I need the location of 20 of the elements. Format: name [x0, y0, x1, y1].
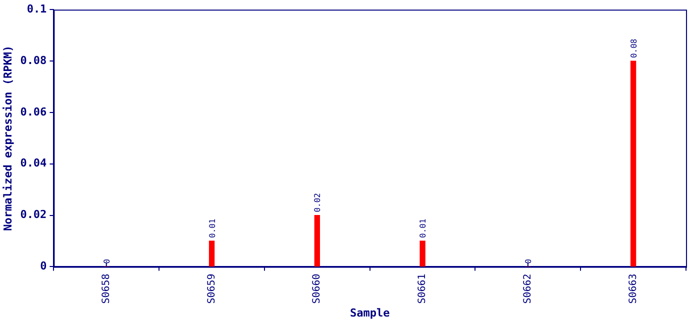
x-tick-label: S0660	[312, 274, 323, 304]
y-tick-label: 0.1	[26, 2, 48, 16]
y-axis-title: Normalized expression (RPKM)	[1, 45, 14, 231]
x-tick-label: S0663	[628, 274, 639, 304]
y-tick-label: 0.02	[20, 208, 47, 222]
y-tick-label: 0.08	[20, 54, 47, 67]
x-axis-title: Sample	[350, 306, 390, 320]
data-label: 0.02	[313, 192, 322, 212]
data-label: 0	[102, 258, 112, 264]
x-tick-label: S0662	[522, 274, 534, 304]
data-label: 0	[524, 258, 533, 264]
x-tick-label: S0659	[206, 274, 218, 304]
y-tick-label: 0	[40, 260, 47, 273]
x-tick-label: S0661	[417, 274, 428, 304]
y-tick-label: 0.04	[20, 156, 48, 170]
data-label: 0.01	[208, 218, 217, 238]
y-tick-label: 0.06	[20, 105, 48, 118]
x-tick-label: S0658	[100, 274, 112, 304]
data-label: 0.01	[418, 218, 428, 238]
data-label: 0.08	[629, 38, 638, 58]
